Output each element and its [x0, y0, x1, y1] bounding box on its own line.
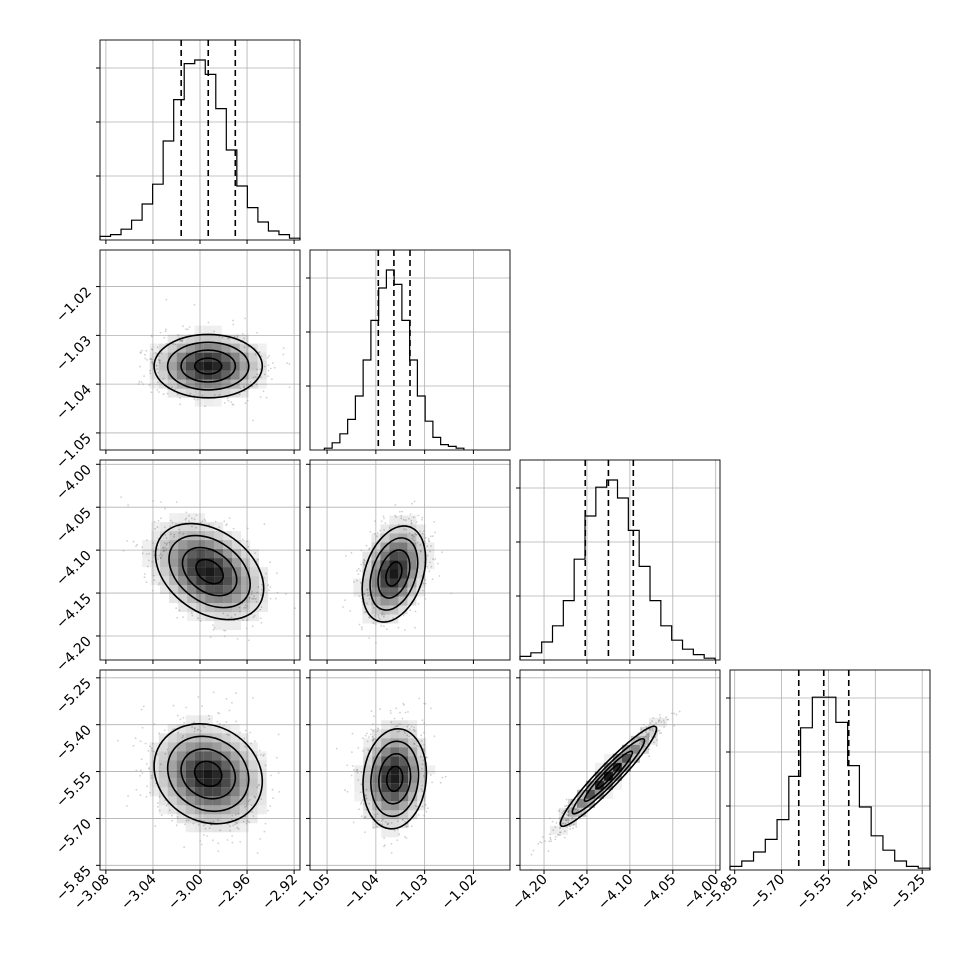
histogram-steps-0 — [99, 59, 301, 240]
x-tick-label-0-4: −2.92 — [259, 872, 301, 914]
contour-2 — [166, 735, 250, 813]
x-tick-label-0-2: −3.00 — [165, 872, 207, 914]
x-tick-label-2-1: −4.15 — [552, 872, 594, 914]
contour-0 — [195, 558, 224, 585]
x-tick-label-3-2: −5.55 — [794, 872, 836, 914]
histogram-panel-3 — [726, 669, 931, 874]
density-panel-3-1 — [306, 669, 511, 874]
contour-2 — [369, 537, 419, 611]
y-tick-label-2-1: −4.15 — [53, 591, 95, 633]
histogram-panel-1 — [306, 249, 511, 454]
y-tick-label-1-0: −1.05 — [53, 430, 95, 472]
contour-1 — [377, 549, 411, 599]
panel-frame — [729, 669, 931, 871]
y-tick-label-3-1: −5.70 — [53, 816, 95, 858]
contour-0 — [193, 357, 223, 375]
panel-frame — [519, 669, 721, 871]
contour-1 — [181, 546, 238, 597]
contour-0 — [385, 561, 403, 587]
density-cells — [549, 717, 667, 835]
contour-0 — [595, 763, 622, 790]
contour-1 — [583, 750, 634, 803]
scatter-points — [117, 691, 280, 854]
x-tick-label-3-4: −5.25 — [887, 872, 929, 914]
y-tick-label-3-3: −5.40 — [53, 722, 95, 764]
histogram-panel-0 — [96, 39, 301, 244]
contour-3 — [153, 333, 264, 399]
x-tick-label-1-2: −1.03 — [390, 872, 432, 914]
contour-1 — [378, 752, 412, 805]
density-cells — [354, 720, 436, 838]
contour-3 — [154, 522, 265, 621]
x-tick-label-2-2: −4.10 — [595, 872, 637, 914]
contour-0 — [193, 760, 223, 788]
contour-2 — [166, 341, 250, 391]
y-tick-label-1-1: −1.04 — [53, 382, 95, 424]
y-tick-label-2-2: −4.10 — [53, 548, 95, 590]
histogram-panel-2 — [516, 459, 721, 664]
density-panel-1-0 — [96, 249, 301, 454]
histogram-steps-2 — [519, 479, 716, 660]
histogram-steps-3 — [729, 696, 931, 870]
density-panel-3-2 — [516, 669, 721, 874]
y-tick-label-1-3: −1.02 — [53, 284, 95, 326]
x-tick-label-2-0: −4.20 — [509, 872, 551, 914]
y-tick-label-3-4: −5.25 — [53, 675, 95, 717]
panel-frame — [309, 249, 511, 451]
scatter-points — [335, 697, 447, 854]
density-cells — [142, 513, 269, 631]
contour-1 — [180, 349, 237, 383]
contour-1 — [180, 748, 237, 800]
contour-2 — [168, 534, 251, 609]
x-tick-label-1-1: −1.04 — [341, 871, 383, 913]
density-panel-3-0 — [96, 669, 301, 874]
panel-frame — [309, 669, 511, 871]
y-tick-label-2-3: −4.05 — [53, 505, 95, 547]
contour-0 — [385, 765, 404, 793]
x-tick-label-0-1: −3.04 — [118, 871, 160, 913]
contour-3 — [362, 727, 428, 830]
y-tick-label-3-2: −5.55 — [53, 769, 95, 811]
x-tick-label-2-3: −4.05 — [638, 872, 680, 914]
contour-2 — [571, 737, 646, 815]
panel-frame — [519, 459, 721, 661]
y-tick-label-2-0: −4.20 — [53, 633, 95, 675]
y-tick-label-1-2: −1.03 — [53, 333, 95, 375]
density-panel-2-0 — [96, 459, 301, 664]
x-tick-label-0-3: −2.96 — [212, 871, 254, 913]
contour-2 — [370, 740, 420, 818]
panel-frame — [309, 459, 511, 661]
x-tick-label-1-0: −1.05 — [292, 872, 334, 914]
contour-3 — [559, 725, 658, 828]
contour-3 — [361, 525, 427, 623]
contour-3 — [153, 723, 264, 825]
x-tick-label-3-3: −5.40 — [840, 872, 882, 914]
x-tick-label-3-1: −5.70 — [747, 872, 789, 914]
density-panel-2-1 — [306, 459, 511, 664]
x-tick-label-1-3: −1.02 — [439, 872, 481, 914]
histogram-steps-1 — [323, 269, 465, 450]
